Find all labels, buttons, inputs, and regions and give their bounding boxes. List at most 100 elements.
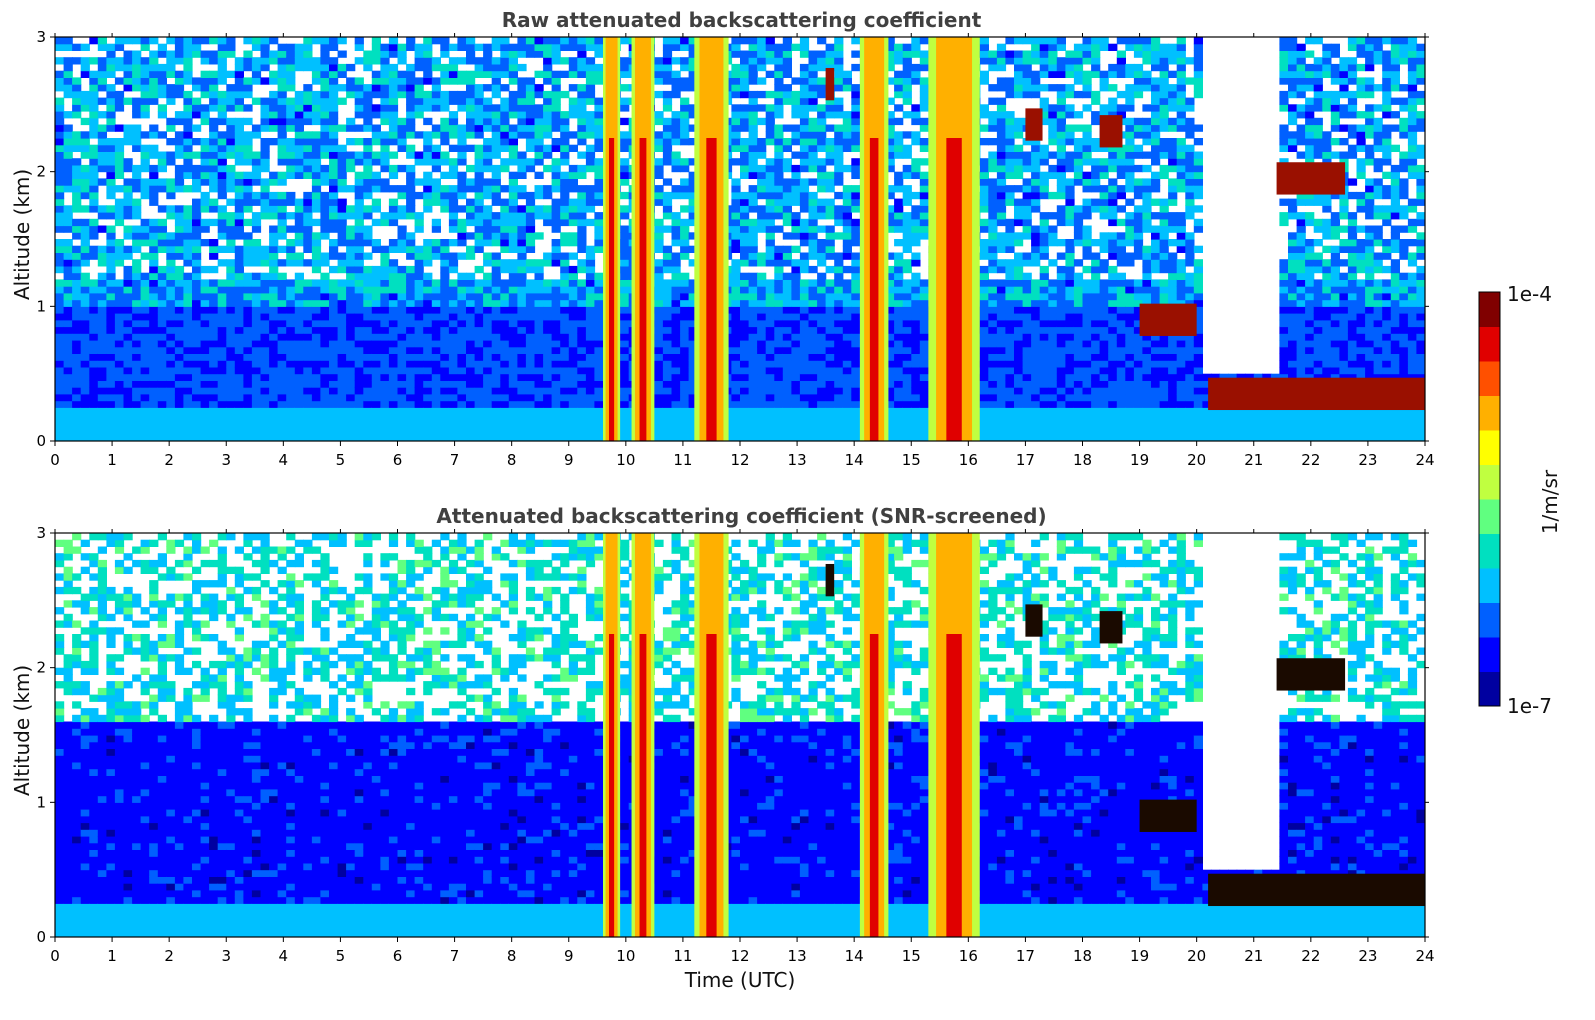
x-tick-label: 11: [673, 451, 692, 469]
heatmap-cells: [55, 533, 1425, 937]
x-tick-label: 18: [1073, 451, 1092, 469]
x-tick-label: 0: [50, 451, 60, 469]
x-tick-label: 17: [1016, 947, 1035, 965]
cloud-layer: [1276, 658, 1346, 691]
precipitation-peak: [608, 634, 615, 937]
x-tick-label: 4: [279, 451, 289, 469]
x-tick-label: 20: [1187, 451, 1206, 469]
x-tick-label: 19: [1130, 451, 1149, 469]
cloud-layer: [825, 563, 835, 597]
x-tick-label: 2: [164, 451, 174, 469]
x-tick-label: 8: [507, 451, 517, 469]
cloud-layer: [1139, 303, 1197, 336]
precipitation-peak: [869, 138, 879, 441]
x-tick-label: 23: [1358, 947, 1377, 965]
cloud-layer: [1208, 873, 1425, 907]
cloud-layer: [1099, 611, 1123, 644]
x-tick-label: 21: [1244, 451, 1263, 469]
heatmap-cells: [55, 37, 1425, 441]
x-tick-label: 15: [902, 451, 921, 469]
colorbar: [1478, 291, 1501, 707]
x-tick-label: 9: [564, 947, 574, 965]
panel-2-plot: 0 1 2 3 4 5 6 7 8 9 10 11 12 13 14 15 16 17 18 19 20 21 22 23 24…: [36, 524, 1434, 965]
x-tick-label: 11: [673, 947, 692, 965]
precipitation-peak: [869, 634, 879, 937]
cloud-layer: [1276, 162, 1346, 195]
x-tick-label: 14: [845, 451, 864, 469]
colorbar-frame: [1478, 291, 1501, 707]
x-tick-label: 3: [221, 947, 231, 965]
x-tick-label: 7: [450, 451, 460, 469]
colorbar-swatch: [1479, 499, 1500, 534]
x-tick-label: 5: [336, 947, 346, 965]
x-tick-label: 17: [1016, 451, 1035, 469]
y-tick-label: 3: [36, 524, 46, 542]
cloud-layer: [1025, 604, 1043, 637]
x-tick-label: 13: [788, 451, 807, 469]
colorbar-swatch: [1479, 430, 1500, 465]
y-tick-label: 0: [36, 432, 46, 450]
colorbar-swatch: [1479, 326, 1500, 362]
colorbar-swatch: [1479, 464, 1500, 500]
y-tick-label: 2: [36, 659, 46, 677]
precipitation-peak: [946, 138, 962, 441]
colorbar-swatch: [1479, 533, 1500, 569]
x-tick-label: 22: [1301, 947, 1320, 965]
x-tick-label: 24: [1415, 947, 1434, 965]
precipitation-peak: [946, 634, 962, 937]
x-tick-label: 10: [616, 451, 635, 469]
colorbar-label: 1/m/sr: [1538, 469, 1562, 535]
x-tick-label: 1: [107, 947, 117, 965]
x-tick-label: 19: [1130, 947, 1149, 965]
y-tick-label: 3: [36, 28, 46, 46]
x-tick-label: 8: [507, 947, 517, 965]
x-tick-label: 21: [1244, 947, 1263, 965]
y-tick-label: 2: [36, 163, 46, 181]
x-tick-label: 15: [902, 947, 921, 965]
cloud-layer: [1139, 799, 1197, 832]
cloud-layer: [1025, 108, 1043, 141]
x-tick-label: 9: [564, 451, 574, 469]
x-tick-label: 1: [107, 451, 117, 469]
x-tick-label: 23: [1358, 451, 1377, 469]
x-tick-label: 2: [164, 947, 174, 965]
precipitation-peak: [608, 138, 615, 441]
x-tick-label: 5: [336, 451, 346, 469]
colorbar-swatch: [1479, 671, 1500, 707]
shared-xlabel: Time (UTC): [684, 968, 796, 992]
x-tick-label: 7: [450, 947, 460, 965]
colorbar-swatch: [1479, 602, 1500, 638]
cloud-layer: [1208, 377, 1425, 411]
y-tick-label: 0: [36, 928, 46, 946]
precipitation-peak: [639, 634, 647, 937]
panel2-ylabel: Altitude (km): [10, 664, 34, 796]
panel-1-plot: 0 1 2 3 4 5 6 7 8 9 10 11 12 13 14 15 16 17 18 19 20 21 22 23 24…: [36, 28, 1434, 469]
x-tick-label: 12: [730, 451, 749, 469]
precipitation-peak: [639, 138, 647, 441]
x-tick-label: 22: [1301, 451, 1320, 469]
x-tick-label: 4: [279, 947, 289, 965]
colorbar-swatch: [1479, 361, 1500, 396]
colorbar-min-label: 1e-7: [1507, 694, 1552, 718]
x-tick-label: 10: [616, 947, 635, 965]
x-tick-label: 18: [1073, 947, 1092, 965]
cloud-layer: [825, 67, 835, 101]
precipitation-peak: [706, 138, 717, 441]
panel1-title: Raw attenuated backscattering coefficien…: [501, 8, 982, 32]
cloud-layer: [1099, 115, 1123, 148]
panel2-title: Attenuated backscattering coefficient (S…: [436, 504, 1047, 528]
x-tick-label: 24: [1415, 451, 1434, 469]
x-tick-label: 0: [50, 947, 60, 965]
y-tick-label: 1: [36, 793, 46, 811]
x-tick-label: 16: [959, 947, 978, 965]
x-tick-label: 13: [788, 947, 807, 965]
colorbar-max-label: 1e-4: [1507, 282, 1552, 306]
x-tick-label: 12: [730, 947, 749, 965]
y-tick-label: 1: [36, 297, 46, 315]
x-tick-label: 14: [845, 947, 864, 965]
colorbar-swatch: [1479, 637, 1500, 672]
x-tick-label: 3: [221, 451, 231, 469]
x-tick-label: 6: [393, 451, 403, 469]
colorbar-swatch: [1479, 292, 1500, 327]
